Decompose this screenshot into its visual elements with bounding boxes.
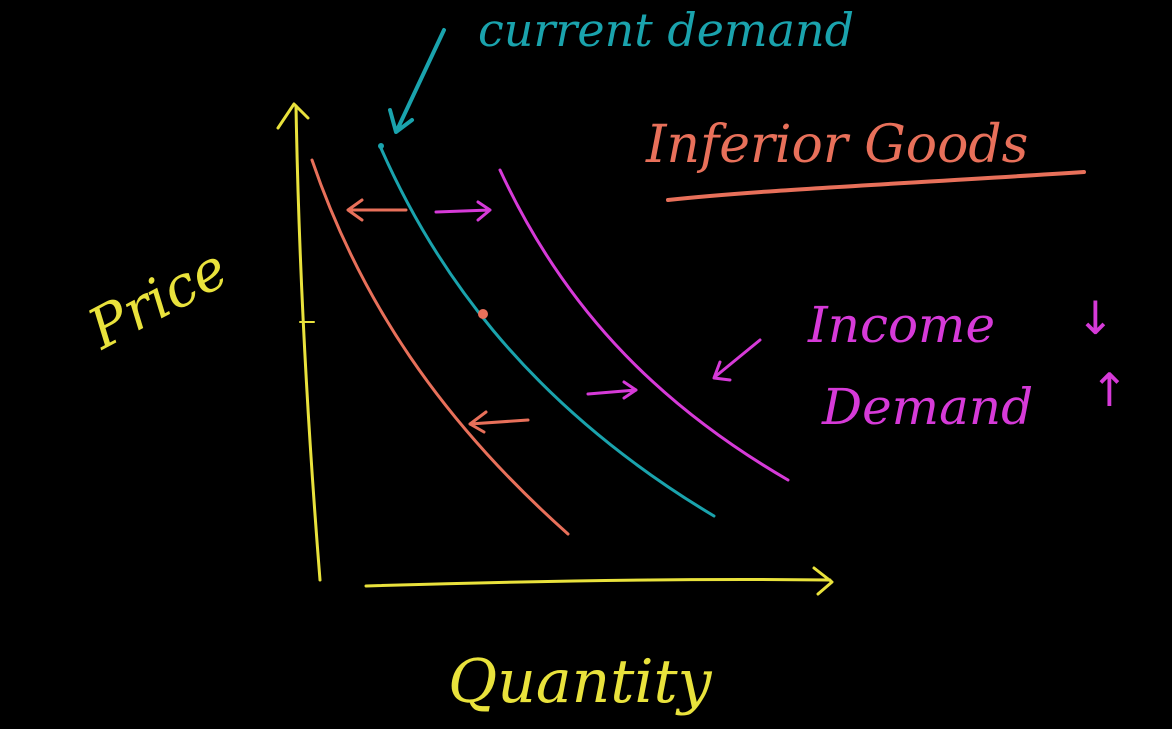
right-shift-arrow-top — [434, 200, 492, 222]
x-axis — [364, 566, 834, 596]
y-axis-arrowhead — [276, 102, 310, 130]
income-down-arrow: ↓ — [1076, 291, 1115, 345]
y-axis — [276, 102, 322, 582]
current-demand-label: current demand — [478, 3, 854, 57]
demand-label: Demand — [821, 378, 1033, 436]
income-pointer-arrow — [712, 338, 762, 382]
left-shift-arrow-top — [346, 198, 408, 222]
y-axis-line — [294, 104, 322, 582]
x-axis-arrowhead — [812, 566, 834, 596]
shift-arrows-right — [434, 200, 762, 400]
x-axis-label: Quantity — [448, 647, 713, 717]
price-point — [478, 309, 488, 319]
y-axis-label: Price — [77, 236, 238, 363]
left-shift-arrow-bottom — [468, 410, 530, 434]
right-shift-arrow-bottom — [586, 380, 638, 400]
income-label: Income — [807, 296, 995, 354]
demand-curve-left — [310, 158, 570, 536]
page-title: Inferior Goods — [645, 115, 1028, 175]
demand-curve-current — [378, 144, 716, 518]
current-demand-start-dot — [378, 143, 384, 149]
x-axis-line — [364, 577, 832, 588]
demand-up-arrow: ↑ — [1090, 363, 1129, 417]
demand-curve-right — [498, 168, 790, 482]
current-demand-pointer-arrow — [388, 28, 446, 134]
shift-arrows-left — [346, 198, 530, 434]
title-underline — [666, 170, 1086, 202]
